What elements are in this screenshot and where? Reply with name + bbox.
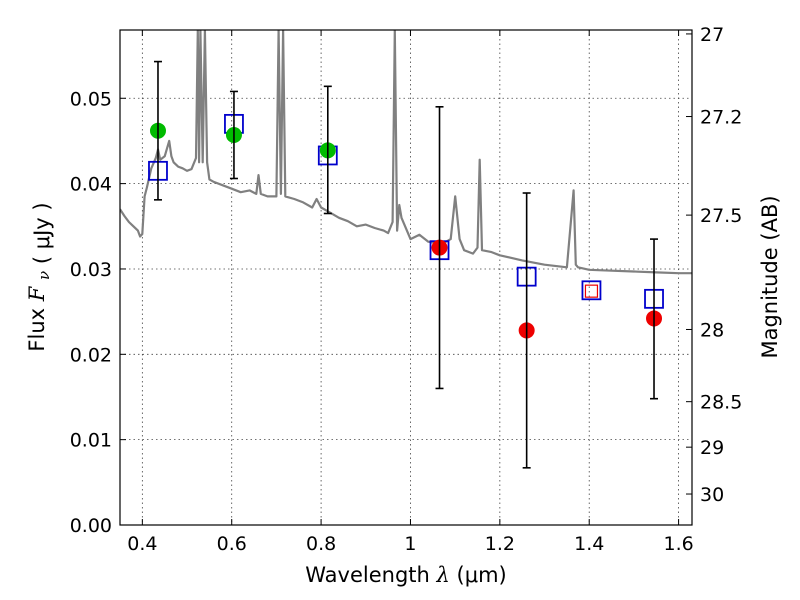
x-tick-label: 0.6 [217, 533, 247, 555]
x-axis-title: Wavelength λ (μm) [305, 563, 506, 587]
x-tick-label: 0.4 [127, 533, 157, 555]
y2-tick-label: 28 [700, 319, 724, 341]
axis-ticks: 0.4 0.6 0.8 1 1.2 1.4 1.6 0.00 0.01 0.02 0.03 0.04 0… [70, 24, 743, 555]
y-tick-label: 0.03 [70, 259, 112, 281]
y2-tick-label: 28.5 [700, 392, 742, 414]
y-axis-title: Flux F ν ( μJy ) [25, 202, 54, 351]
y2-tick-label: 27.5 [700, 205, 742, 227]
plot-area [120, 30, 692, 469]
y-tick-label: 0.05 [70, 88, 112, 110]
y-tick-label: 0.04 [70, 174, 112, 196]
y2-tick-label: 29 [700, 437, 724, 459]
y-tick-label: 0.01 [70, 430, 112, 452]
y-tick-label: 0.02 [70, 344, 112, 366]
plot-frame [119, 29, 693, 526]
model-flux-square [584, 284, 599, 298]
model-spectrum-line [120, 30, 692, 275]
x-tick-label: 1 [404, 533, 416, 555]
y2-tick-label: 27 [700, 24, 724, 46]
y-tick-label: 0.00 [70, 515, 112, 537]
y2-tick-label: 30 [700, 484, 724, 506]
x-tick-label: 1.6 [663, 533, 693, 555]
y2-axis-title: Magnitude (AB) [758, 195, 782, 358]
x-tick-label: 0.8 [306, 533, 336, 555]
x-tick-label: 1.2 [485, 533, 515, 555]
model-flux-square [581, 280, 602, 301]
x-tick-label: 1.4 [574, 533, 604, 555]
y2-tick-label: 27.2 [700, 107, 742, 129]
